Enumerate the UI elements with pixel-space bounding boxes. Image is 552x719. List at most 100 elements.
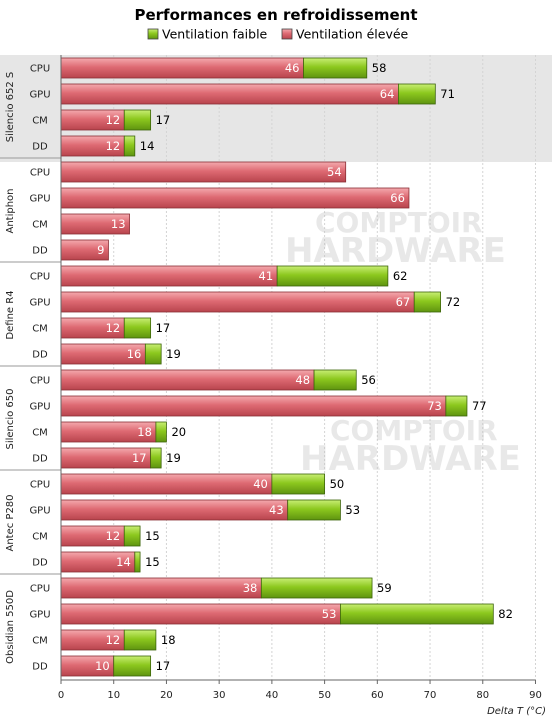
category-label: CPU (30, 64, 50, 75)
bar-ventilation-faible (123, 135, 136, 157)
category-label: GPU (29, 402, 50, 413)
watermark-text: COMPTOIR (330, 414, 498, 447)
value-label-elevee: 14 (116, 555, 131, 569)
group-label: Antec P280 (5, 494, 16, 551)
watermark-text: HARDWARE (285, 231, 506, 271)
value-label-elevee: 53 (322, 607, 337, 621)
value-label-faible: 53 (345, 503, 360, 517)
bar-ventilation-elevee (60, 83, 399, 105)
x-tick-label: 60 (371, 690, 384, 701)
bar-ventilation-faible (113, 655, 152, 677)
bar-ventilation-faible (303, 57, 368, 79)
value-label-elevee: 9 (97, 243, 104, 257)
bar-ventilation-faible (134, 551, 141, 573)
group-label: Silencio 650 (5, 388, 16, 449)
value-label-elevee: 38 (243, 581, 258, 595)
chart-legend: Ventilation faible Ventilation élevée (147, 27, 409, 42)
bar-ventilation-faible (313, 369, 357, 391)
value-label-faible: 58 (372, 61, 387, 75)
chart-title: Performances en refroidissement (134, 6, 417, 24)
value-label-elevee: 13 (111, 217, 126, 231)
bar-ventilation-elevee (60, 603, 341, 625)
bar-ventilation-faible (123, 525, 141, 547)
value-label-elevee: 54 (327, 165, 342, 179)
value-label-elevee: 46 (285, 61, 300, 75)
value-label-elevee: 12 (106, 113, 121, 127)
bar-ventilation-elevee (60, 473, 273, 495)
watermark-text: COMPTOIR (315, 206, 483, 239)
category-label: GPU (29, 90, 50, 101)
bar-ventilation-faible (445, 395, 468, 417)
value-label-elevee: 16 (127, 347, 142, 361)
category-label: DD (32, 350, 48, 361)
bar-ventilation-elevee (60, 499, 289, 521)
category-label: DD (32, 246, 48, 257)
value-label-elevee: 10 (95, 659, 110, 673)
group-label: Obsidian 550D (5, 590, 16, 664)
value-label-faible: 82 (498, 607, 513, 621)
bar-ventilation-elevee (60, 369, 315, 391)
group-label: Silencio 652 S (5, 72, 16, 143)
bar-ventilation-faible (398, 83, 436, 105)
bar-ventilation-elevee (60, 265, 278, 287)
category-label: GPU (29, 610, 50, 621)
x-tick-label: 10 (107, 690, 120, 701)
x-tick-label: 70 (424, 690, 437, 701)
x-tick-label: 20 (160, 690, 173, 701)
value-label-faible: 14 (140, 139, 155, 153)
value-label-faible: 77 (472, 399, 487, 413)
value-label-faible: 59 (377, 581, 392, 595)
bar-ventilation-faible (413, 291, 441, 313)
category-label: DD (32, 142, 48, 153)
category-label: DD (32, 662, 48, 673)
value-label-faible: 62 (393, 269, 408, 283)
bar-ventilation-elevee (60, 161, 347, 183)
bar-ventilation-faible (123, 109, 152, 131)
value-label-faible: 18 (161, 633, 176, 647)
value-label-elevee: 67 (396, 295, 411, 309)
category-label: CM (32, 428, 48, 439)
bar-ventilation-faible (123, 629, 157, 651)
category-label: CM (32, 220, 48, 231)
legend-label-faible: Ventilation faible (162, 27, 268, 42)
category-label: GPU (29, 506, 50, 517)
category-label: CM (32, 116, 48, 127)
category-label: CM (32, 324, 48, 335)
category-label: CM (32, 532, 48, 543)
bar-ventilation-faible (340, 603, 494, 625)
value-label-elevee: 64 (380, 87, 395, 101)
value-label-elevee: 12 (106, 633, 121, 647)
bar-ventilation-elevee (60, 577, 262, 599)
category-label: CPU (30, 272, 50, 283)
category-label: DD (32, 558, 48, 569)
bar-ventilation-elevee (60, 291, 415, 313)
bar-ventilation-faible (155, 421, 167, 443)
category-label: GPU (29, 194, 50, 205)
category-label: DD (32, 454, 48, 465)
category-label: CPU (30, 584, 50, 595)
group-label: Define R4 (5, 290, 16, 339)
value-label-faible: 19 (166, 347, 181, 361)
category-label: CPU (30, 168, 50, 179)
value-label-faible: 15 (145, 555, 160, 569)
value-label-faible: 50 (330, 477, 345, 491)
x-axis-title: Delta T (°C) (487, 706, 546, 717)
value-label-elevee: 48 (295, 373, 310, 387)
group-label: Antiphon (5, 188, 16, 233)
x-tick-label: 0 (58, 690, 64, 701)
bar-ventilation-elevee (60, 57, 304, 79)
value-label-faible: 71 (440, 87, 455, 101)
value-label-faible: 15 (145, 529, 160, 543)
value-label-faible: 17 (156, 113, 171, 127)
value-label-elevee: 12 (106, 529, 121, 543)
value-label-elevee: 41 (259, 269, 274, 283)
value-label-faible: 17 (156, 321, 171, 335)
value-label-elevee: 12 (106, 321, 121, 335)
category-label: CPU (30, 480, 50, 491)
bar-ventilation-faible (150, 447, 162, 469)
value-label-elevee: 73 (427, 399, 442, 413)
bar-ventilation-faible (260, 577, 373, 599)
category-label: CM (32, 636, 48, 647)
x-tick-label: 40 (266, 690, 279, 701)
